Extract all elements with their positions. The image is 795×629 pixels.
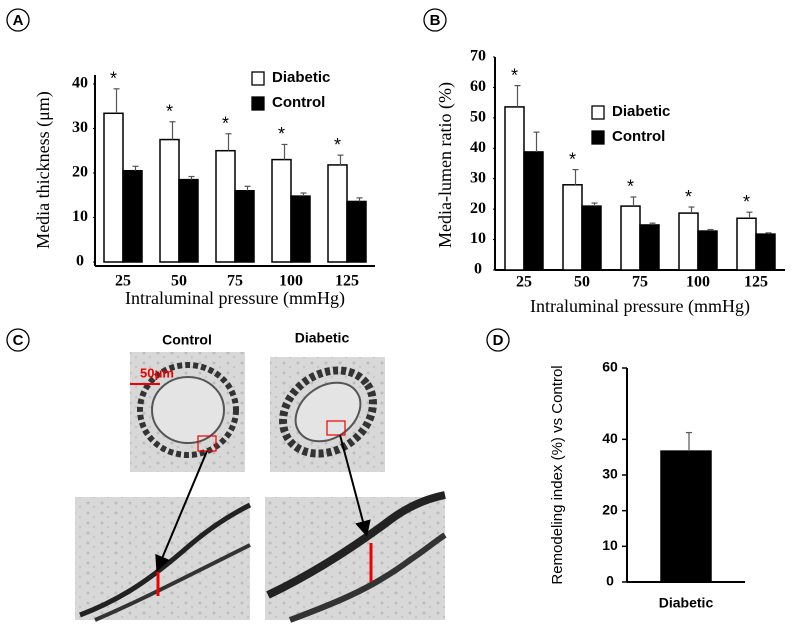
panel-label: B (430, 12, 441, 29)
y-tick-label: 60 (470, 78, 486, 95)
significance: * (743, 192, 750, 212)
vessel-edge (266, 491, 446, 599)
y-tick-label: 10 (602, 537, 618, 553)
y-tick-label: 60 (602, 359, 618, 375)
y-tick-label: 30 (470, 169, 486, 186)
bar (290, 195, 311, 263)
legend-swatch (251, 96, 265, 111)
y-axis-label: Remodeling index (%) vs Control (549, 365, 566, 584)
x-tick-label: 50 (171, 273, 187, 290)
panel-circle (6, 8, 30, 32)
vessel-wall (279, 366, 377, 458)
x-tick-label: 100 (279, 273, 303, 290)
legend-label: Control (612, 128, 665, 145)
significance: * (511, 65, 518, 85)
zoom-arrow (339, 434, 371, 537)
x-tick-label: 125 (744, 274, 768, 291)
y-tick-label: 30 (602, 466, 618, 482)
panel-label: A (13, 12, 24, 29)
y-tick-label: 10 (470, 230, 486, 247)
bar (159, 138, 180, 263)
x-axis-label: Intraluminal pressure (mmHg) (125, 288, 345, 309)
bar (697, 230, 718, 271)
significance: * (334, 135, 341, 155)
bar (639, 224, 660, 271)
significance: * (685, 187, 692, 207)
bar (581, 205, 602, 271)
y-tick-label: 10 (72, 208, 88, 225)
bar (346, 200, 367, 263)
zoom-arrow (155, 450, 208, 572)
x-tick-label: 75 (227, 273, 243, 290)
lumen (151, 376, 225, 444)
bar (620, 205, 641, 271)
vessel-wall (137, 362, 239, 458)
vessel-edge (288, 532, 447, 623)
bar (678, 212, 699, 271)
panel-circle (423, 8, 447, 32)
bar (660, 450, 712, 583)
bar (234, 190, 255, 263)
y-tick-label: 0 (474, 261, 482, 278)
panel-label: C (13, 332, 24, 349)
zoom-box (326, 420, 346, 436)
y-tick-label: 20 (72, 164, 88, 181)
legend-swatch (591, 130, 605, 145)
x-tick-label: 75 (632, 274, 648, 291)
x-axis-label: Intraluminal pressure (mmHg) (530, 296, 750, 317)
legend-swatch (591, 105, 605, 120)
significance: * (278, 124, 285, 144)
legend-label: Diabetic (612, 103, 670, 120)
legend-swatch (251, 71, 265, 86)
significance: * (110, 69, 117, 89)
y-tick-label: 20 (602, 501, 618, 517)
significance: * (166, 102, 173, 122)
bar (562, 184, 583, 271)
x-tick-label: 25 (115, 273, 131, 290)
y-tick-label: 20 (470, 200, 486, 217)
significance: * (627, 177, 634, 197)
image-title: Diabetic (295, 330, 350, 346)
zoom-image (265, 497, 445, 620)
y-tick-label: 70 (470, 48, 486, 65)
y-tick-label: 40 (470, 139, 486, 156)
image-title: Control (162, 332, 212, 348)
vessel-edge (79, 502, 252, 618)
vessel-edge (94, 543, 251, 622)
panel-circle (6, 328, 30, 352)
x-tick-label: 100 (686, 274, 710, 291)
legend-label: Control (272, 94, 325, 111)
significance: * (222, 114, 229, 134)
panel-label: D (493, 332, 504, 349)
y-tick-label: 40 (602, 430, 618, 446)
y-axis-label: Media thickness (μm) (33, 91, 54, 249)
y-tick-label: 40 (72, 75, 88, 92)
bar (103, 112, 124, 263)
y-tick-label: 30 (72, 119, 88, 136)
scale-label: 50μm (140, 365, 174, 380)
lumen (294, 381, 362, 443)
bar (327, 164, 348, 263)
bar (736, 217, 757, 271)
y-tick-label: 50 (470, 109, 486, 126)
x-tick-label: 125 (335, 273, 359, 290)
bar (122, 169, 143, 263)
bar (271, 158, 292, 263)
legend-label: Diabetic (272, 69, 330, 86)
bar (523, 151, 544, 271)
panel-circle (486, 328, 510, 352)
x-tick-label: 25 (516, 274, 532, 291)
micrograph-panel: C Control Diabetic 50μm (6, 328, 447, 623)
y-tick-label: 0 (76, 253, 84, 270)
x-tick-label: Diabetic (659, 595, 714, 611)
y-axis-label: Media-lumen ratio (%) (435, 82, 456, 248)
bar (178, 178, 199, 263)
bar (215, 149, 236, 263)
y-tick-label: 0 (606, 573, 614, 589)
significance: * (569, 149, 576, 169)
bar (755, 233, 776, 271)
x-tick-label: 50 (574, 274, 590, 291)
bar (504, 106, 525, 271)
